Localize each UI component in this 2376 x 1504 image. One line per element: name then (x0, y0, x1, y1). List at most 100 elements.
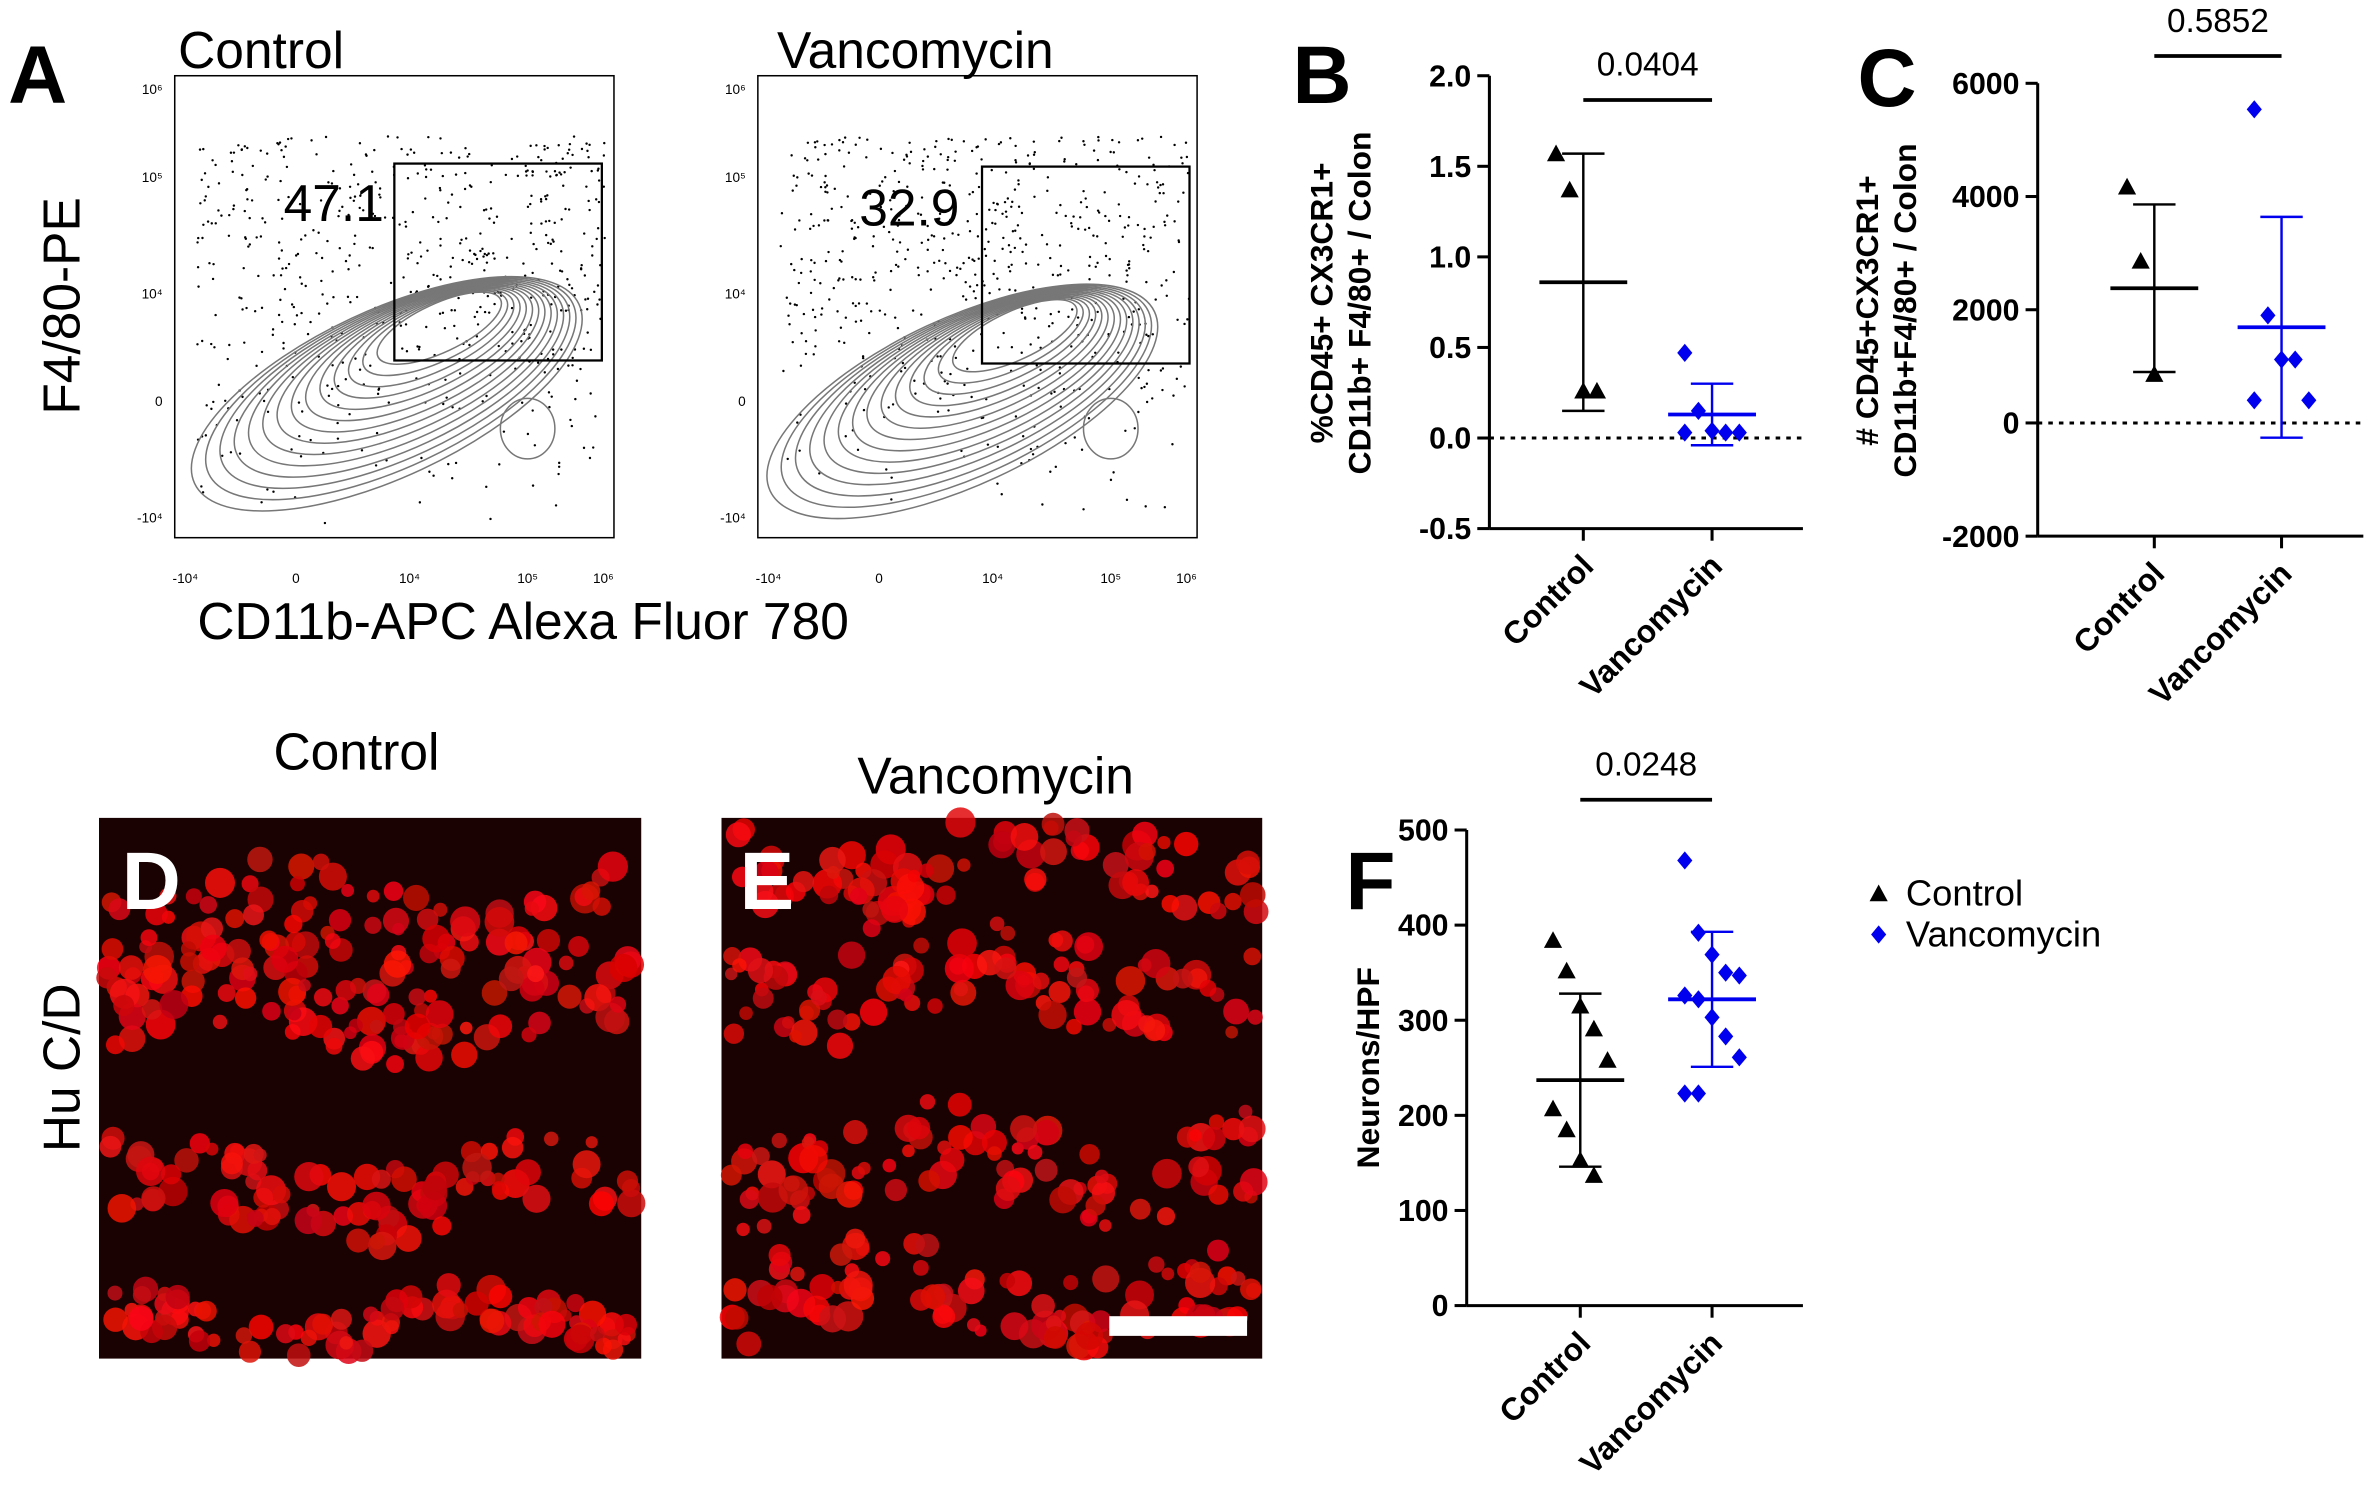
event-dot (1154, 298, 1157, 301)
event-dot (246, 198, 249, 201)
event-dot (293, 323, 297, 326)
event-dot (1145, 280, 1148, 284)
event-dot (504, 173, 508, 177)
event-dot (405, 350, 409, 353)
event-dot (1064, 214, 1067, 218)
event-dot (286, 137, 290, 141)
cell (588, 1191, 614, 1217)
event-dot (946, 155, 950, 159)
event-dot (396, 136, 399, 139)
event-dot (1010, 263, 1013, 266)
event-dot (887, 230, 891, 234)
event-dot (438, 186, 442, 190)
event-dot (356, 183, 360, 186)
cell (927, 998, 943, 1014)
cell (789, 1029, 802, 1043)
event-dot (954, 150, 957, 153)
cell (913, 937, 930, 954)
event-dot (893, 169, 897, 173)
event-dot (890, 498, 893, 501)
event-dot (1083, 143, 1086, 146)
event-dot (800, 257, 803, 261)
cell (1230, 1271, 1246, 1286)
cell (324, 933, 341, 949)
cell (1066, 967, 1088, 988)
cell (565, 1324, 595, 1354)
event-dot (841, 141, 845, 144)
event-dot (936, 355, 939, 358)
event-dot (492, 221, 496, 224)
event-dot (546, 194, 549, 197)
event-dot (212, 400, 215, 404)
event-dot (241, 308, 244, 311)
cell (1010, 823, 1039, 851)
cell (318, 862, 347, 891)
event-dot (535, 247, 538, 251)
event-dot (327, 394, 331, 398)
cell (391, 1166, 417, 1192)
event-dot (872, 235, 875, 238)
event-dot (844, 435, 847, 438)
event-dot (1037, 336, 1040, 339)
event-dot (1104, 214, 1107, 218)
event-dot (203, 199, 206, 202)
cell (723, 1023, 745, 1044)
p-value: 0.0404 (1597, 47, 1699, 84)
event-dot (964, 298, 968, 301)
cell (944, 954, 974, 984)
event-dot (424, 175, 428, 179)
event-dot (1092, 149, 1096, 152)
event-dot (1055, 211, 1058, 215)
event-dot (386, 135, 390, 138)
event-dot (373, 148, 376, 152)
event-dot (953, 159, 957, 163)
cell (819, 885, 839, 905)
event-dot (459, 242, 462, 245)
event-dot (1128, 267, 1131, 270)
flow-title: Control (178, 21, 344, 79)
event-dot (840, 205, 843, 209)
event-dot (857, 302, 861, 305)
event-dot (1035, 307, 1038, 310)
event-dot (525, 174, 528, 177)
event-dot (571, 364, 574, 367)
event-dot (537, 155, 540, 159)
event-dot (485, 394, 488, 398)
event-dot (1082, 140, 1085, 143)
cell (1143, 1019, 1166, 1042)
event-dot (813, 278, 816, 282)
event-dot (911, 309, 915, 312)
cell (592, 897, 611, 916)
event-dot (1158, 191, 1161, 195)
event-dot (785, 296, 789, 299)
event-dot (602, 154, 606, 157)
cell (957, 1277, 985, 1305)
event-dot (280, 320, 284, 324)
cell (479, 1308, 505, 1334)
event-dot (998, 288, 1001, 291)
cell (364, 916, 382, 934)
cell (731, 866, 753, 888)
event-dot (197, 236, 200, 240)
cell (857, 1161, 871, 1175)
event-dot (231, 170, 235, 174)
event-dot (970, 149, 974, 153)
event-dot (336, 437, 340, 440)
event-dot (1143, 385, 1146, 389)
event-dot (300, 410, 304, 413)
cell (881, 895, 909, 923)
flow-y-tick-label: 0 (738, 394, 746, 409)
event-dot (559, 173, 563, 176)
event-dot (575, 379, 579, 382)
cell (1156, 859, 1175, 878)
event-dot (959, 267, 962, 271)
event-dot (836, 310, 839, 313)
data-point (1718, 963, 1734, 982)
event-dot (1145, 400, 1149, 404)
event-dot (828, 298, 831, 301)
event-dot (1045, 243, 1049, 246)
event-dot (298, 276, 302, 279)
cell (527, 965, 545, 983)
cell (1053, 956, 1070, 973)
event-dot (454, 461, 458, 465)
